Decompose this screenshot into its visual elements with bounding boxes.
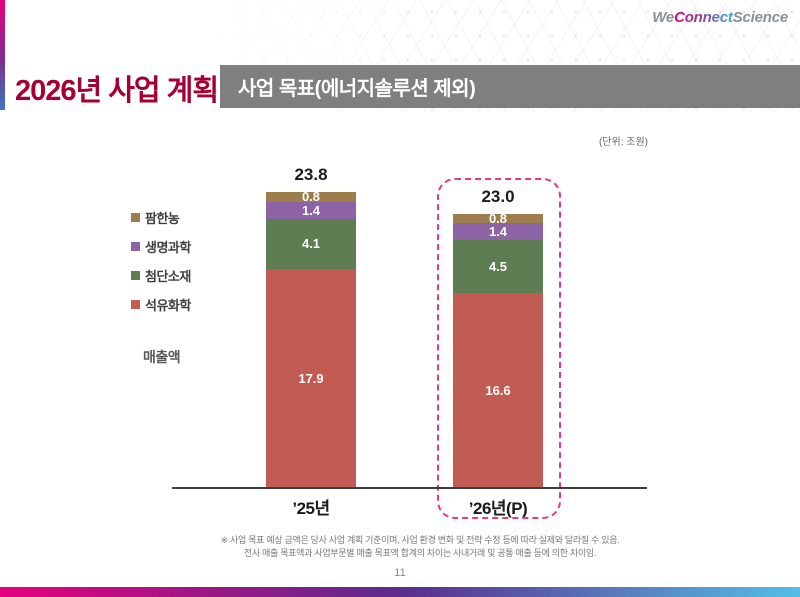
bar-total-label: 23.0 — [481, 187, 515, 206]
logo-science: Science — [732, 9, 789, 26]
legend-swatch-icon — [131, 299, 140, 309]
bar-category-label: ’25년 — [292, 499, 330, 518]
logo-connect: Connect — [674, 9, 733, 26]
unit-note: (단위: 조원) — [598, 137, 648, 148]
page-number: 11 — [394, 567, 406, 579]
footnote: ※ 사업 목표 예상 금액은 당사 사업 계획 기준이며, 사업 환경 변화 및… — [110, 534, 730, 560]
bar-category-label: ’26년(P) — [468, 499, 528, 518]
left-accent-gradient-bar — [0, 0, 5, 110]
segment-value-label: 4.1 — [301, 236, 321, 252]
segment-value-label: 17.9 — [298, 371, 324, 386]
segment-value-label: 0.8 — [488, 211, 508, 227]
bar-segment: 17.9 — [266, 269, 356, 488]
bar-segment: 16.6 — [453, 292, 543, 488]
segment-value-label: 1.4 — [488, 224, 508, 240]
legend-item: 첨단소재 — [131, 268, 191, 284]
legend-label: 생명과학 — [145, 239, 191, 255]
segment-value-label: 1.4 — [301, 202, 321, 218]
legend-label: 첨단소재 — [145, 268, 191, 284]
section-title: 사업 목표(에너지솔루션 제외) — [238, 78, 476, 100]
logo-we: We — [652, 9, 675, 26]
bar-segment: 4.1 — [266, 218, 356, 270]
footnote-line-1: ※ 사업 목표 예상 금액은 당사 사업 계획 기준이며, 사업 환경 변화 및… — [220, 535, 620, 545]
bar-segment: 0.8 — [453, 211, 543, 227]
page-title: 2026년 사업 계획 — [15, 75, 219, 107]
bar-segment: 1.4 — [266, 201, 356, 219]
bar-segment: 1.4 — [453, 223, 543, 240]
legend-swatch-icon — [131, 212, 140, 222]
legend-item: 생명과학 — [131, 239, 191, 255]
bottom-gradient-bar — [0, 587, 800, 597]
legend-swatch-icon — [131, 270, 140, 280]
section-header-bar: 사업 목표(에너지솔루션 제외) — [220, 65, 800, 108]
legend-label: 팜한농 — [145, 210, 180, 226]
bar-total-label: 23.8 — [294, 165, 328, 184]
legend-item: 석유화학 — [131, 297, 191, 313]
footnote-line-2: 전사 매출 목표액과 사업부문별 매출 목표액 합계의 차이는 사내거래 및 공… — [243, 548, 597, 558]
segment-value-label: 4.5 — [488, 258, 508, 274]
stacked-bar: 0.8 1.4 4.5 16.6 — [453, 211, 543, 488]
legend-label: 석유화학 — [145, 297, 191, 313]
stacked-bar: 0.8 1.4 4.1 17.9 — [266, 189, 356, 488]
axis-caption: 매출액 — [143, 349, 181, 365]
segment-value-label: 0.8 — [301, 189, 321, 205]
bar-segment: 4.5 — [453, 239, 543, 293]
segment-value-label: 16.6 — [485, 382, 511, 398]
legend-swatch-icon — [131, 241, 140, 251]
x-axis-line — [172, 487, 647, 489]
company-logo: WeConnectScience — [652, 9, 788, 26]
highlight-dashed-box — [437, 178, 561, 519]
legend-item: 팜한농 — [131, 210, 191, 226]
bar-segment: 0.8 — [266, 189, 356, 205]
